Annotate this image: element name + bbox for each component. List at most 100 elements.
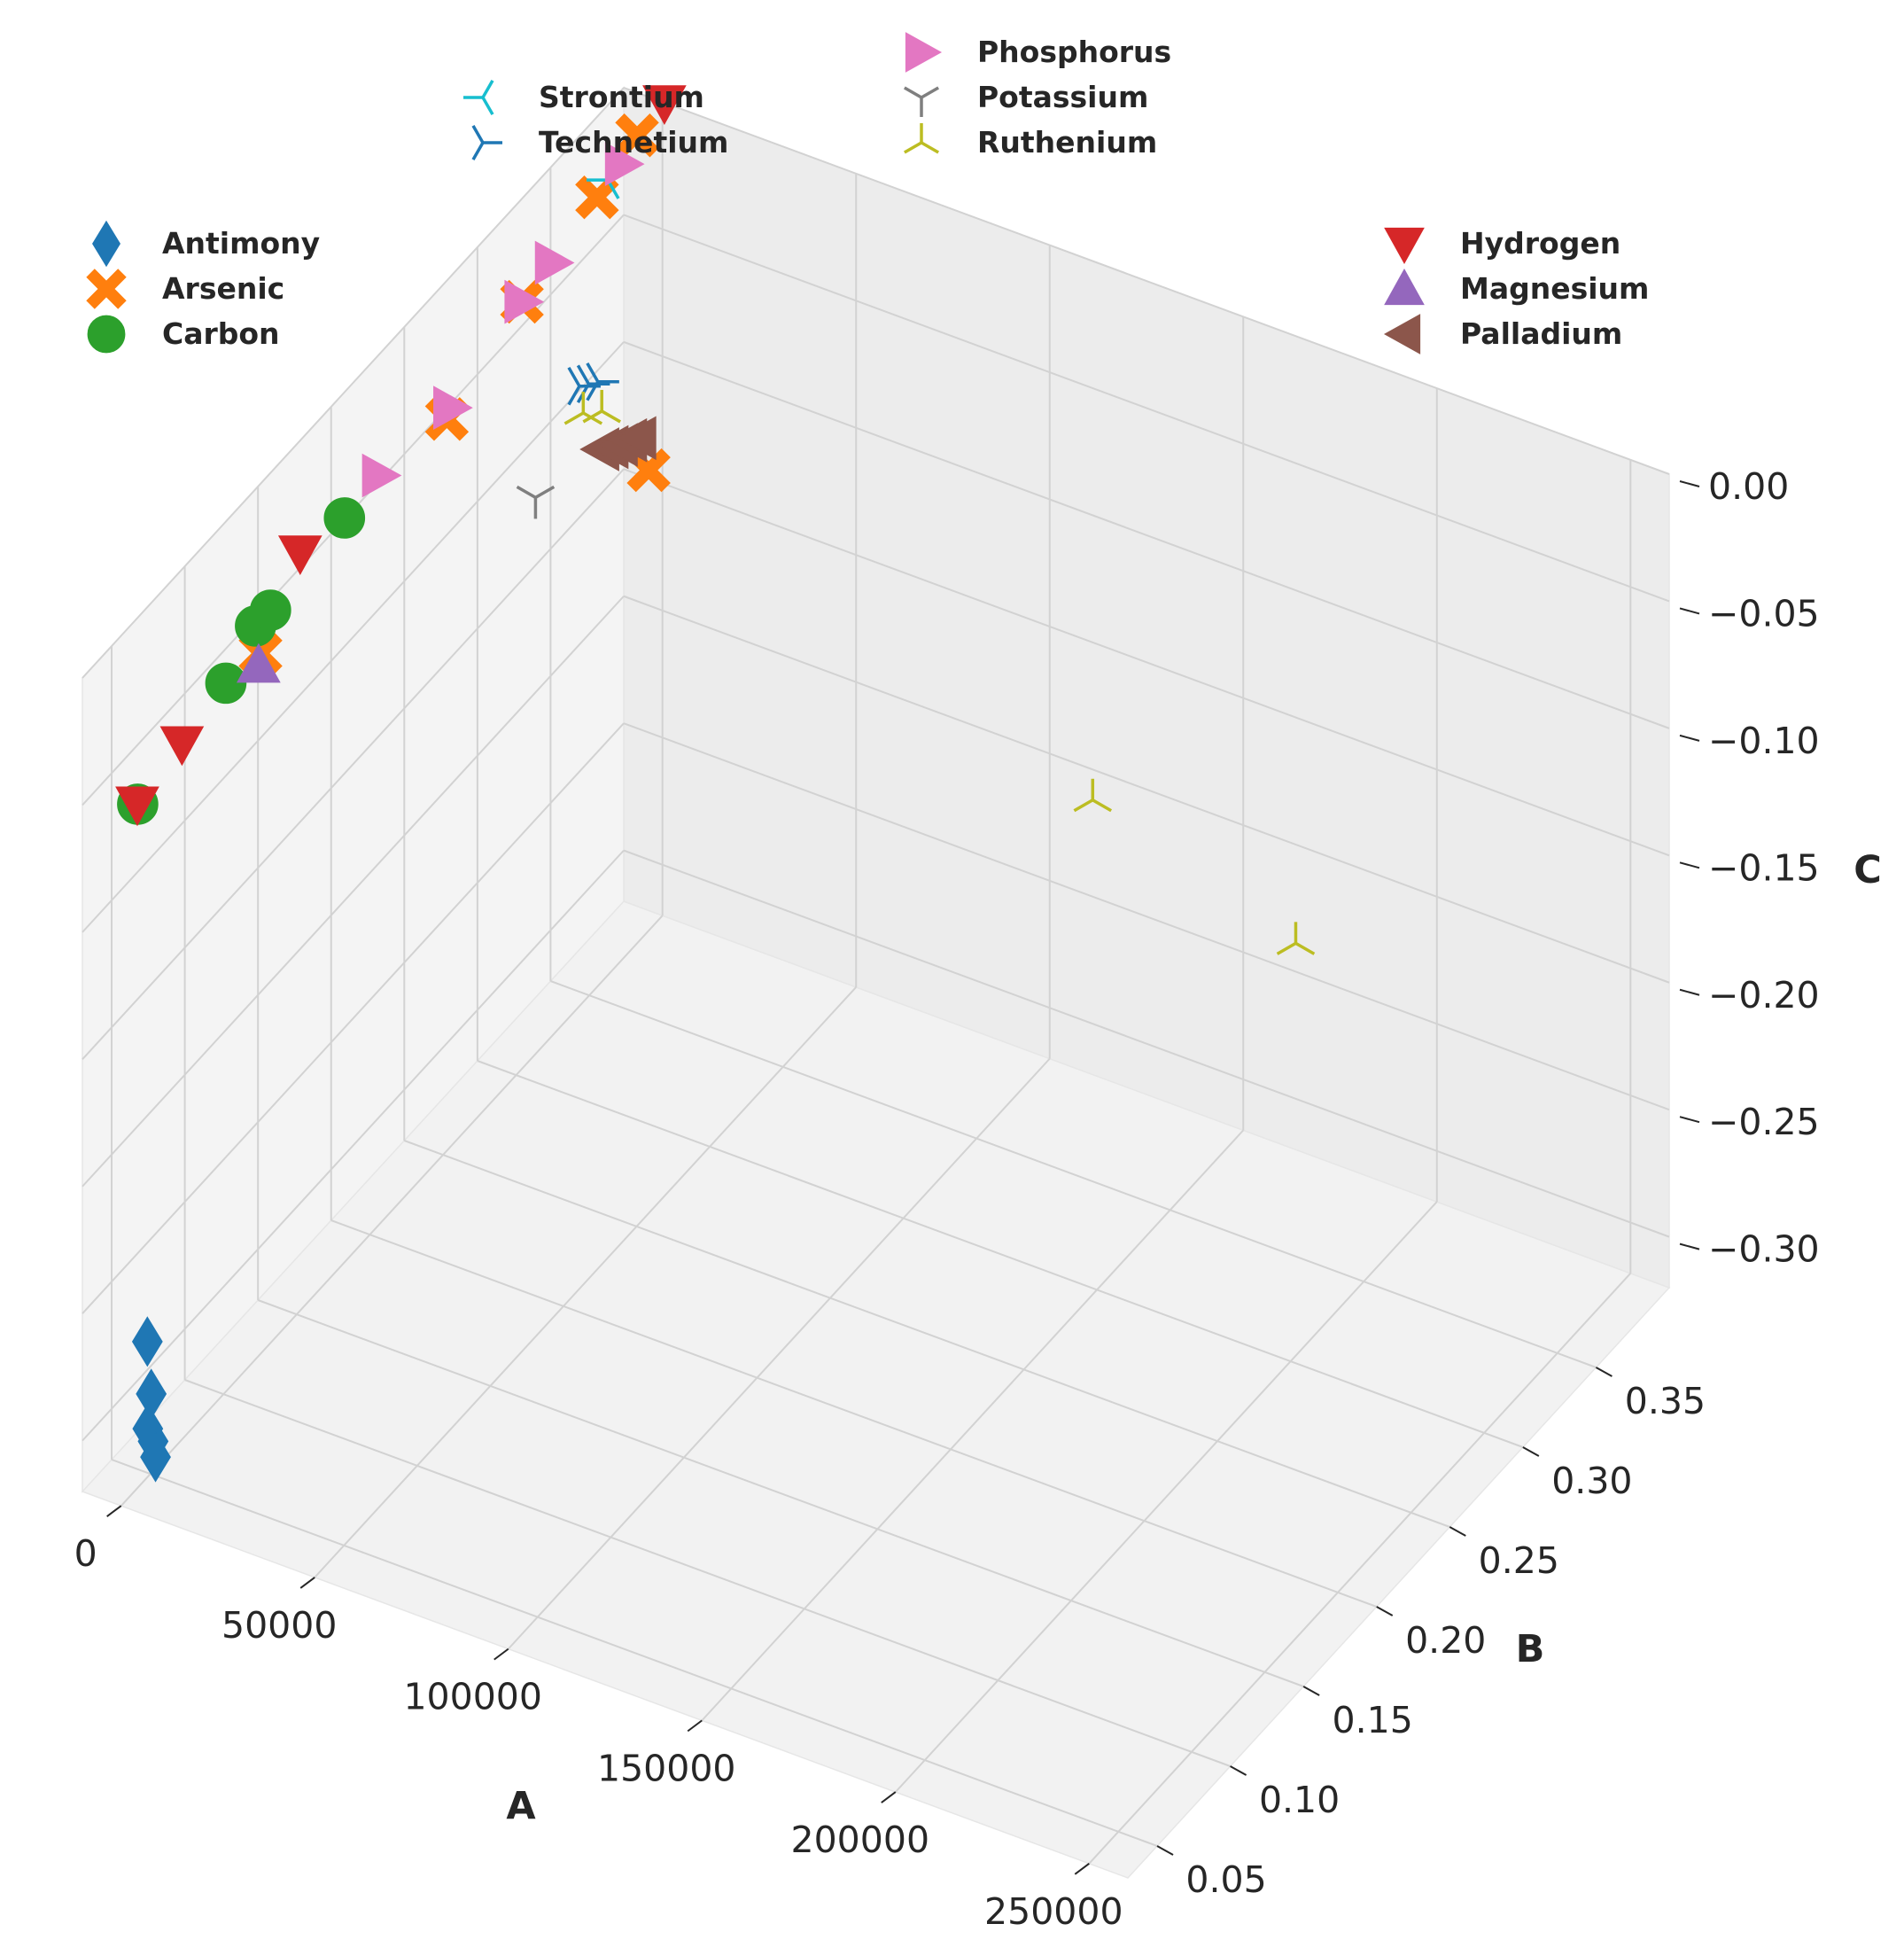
z-tick-label: −0.25	[1708, 1101, 1820, 1143]
data-point-potassium	[516, 485, 556, 519]
data-point-hydrogen	[277, 535, 323, 576]
data-point-phosphorus	[433, 386, 473, 430]
y-tick-label: 0.10	[1259, 1779, 1340, 1821]
data-point-technetium	[586, 362, 619, 401]
data-point-ruthenium	[1073, 778, 1113, 813]
y-tick-label: 0.20	[1405, 1619, 1486, 1662]
y-tick-mark	[1302, 1686, 1320, 1696]
grid-line	[257, 1299, 1304, 1687]
grid-line	[82, 596, 625, 1188]
legend-marker-palladium	[1383, 314, 1421, 354]
grid-line	[82, 722, 625, 1314]
grid-line	[403, 1140, 1450, 1528]
legend-marker-hydrogen	[1384, 227, 1425, 265]
grid-line	[508, 1057, 1051, 1650]
z-axis-label: C	[1853, 848, 1882, 892]
y-tick-label: 0.35	[1625, 1380, 1706, 1422]
data-point-hydrogen	[642, 85, 687, 125]
data-points	[115, 85, 1316, 1483]
data-point-ruthenium	[1276, 922, 1316, 955]
legend-label-hydrogen: Hydrogen	[1460, 226, 1620, 261]
data-point-hydrogen	[159, 726, 205, 767]
series-antimony	[131, 1316, 171, 1483]
series-palladium	[579, 416, 657, 471]
grid-line	[623, 468, 1670, 857]
grid-line	[82, 341, 625, 933]
y-tick-mark	[1156, 1845, 1174, 1856]
x-tick-label: 150000	[597, 1747, 736, 1789]
x-tick-mark	[687, 1719, 703, 1733]
grid-line	[550, 980, 1597, 1368]
z-tick-label: −0.30	[1708, 1228, 1820, 1271]
z-tick-mark	[1679, 1242, 1700, 1250]
z-tick-mark	[1679, 1116, 1700, 1124]
z-tick-label: −0.05	[1708, 592, 1820, 635]
data-point-arsenic	[626, 448, 671, 493]
legend-label-technetium: Technetium	[539, 125, 728, 160]
data-point-phosphorus	[534, 240, 575, 285]
legend-label-ruthenium: Ruthenium	[977, 125, 1157, 160]
z-tick-label: −0.10	[1708, 720, 1820, 762]
data-point-magnesium	[237, 643, 281, 683]
legend-label-antimony: Antimony	[162, 226, 320, 261]
x-axis-label: A	[506, 1784, 536, 1828]
legend-marker-potassium	[903, 86, 940, 117]
grid-lines	[82, 87, 1670, 1865]
legends: Antimony Arsenic Carbon Strontium Technetium…	[86, 32, 1649, 354]
data-point-phosphorus	[361, 453, 402, 498]
legend-label-strontium: Strontium	[539, 80, 704, 114]
y-tick-mark	[1449, 1526, 1466, 1537]
series-hydrogen	[115, 85, 687, 827]
x-tick-label: 0	[74, 1532, 97, 1575]
y-tick-mark	[1376, 1606, 1394, 1616]
z-tick-mark	[1679, 988, 1700, 996]
series-potassium	[516, 485, 556, 519]
legend-label-palladium: Palladium	[1460, 316, 1622, 351]
legend-marker-antimony	[92, 220, 120, 268]
series-magnesium	[237, 643, 281, 683]
legend-marker-technetium	[471, 124, 502, 161]
grid-line	[120, 915, 664, 1507]
legend-label-arsenic: Arsenic	[162, 271, 284, 306]
z-tick-label: 0.00	[1708, 465, 1789, 508]
series-ruthenium	[563, 389, 1316, 955]
legend-marker-arsenic	[86, 269, 127, 309]
grid-line	[314, 986, 857, 1578]
grid-line	[82, 468, 625, 1060]
x-tick-mark	[106, 1505, 122, 1517]
legend-marker-magnesium	[1384, 268, 1425, 306]
z-tick-mark	[1679, 480, 1700, 487]
grid-line	[82, 849, 625, 1442]
legend-upper-left: Antimony Arsenic Carbon	[86, 220, 320, 354]
data-point-hydrogen	[115, 786, 159, 827]
data-point-palladium	[616, 416, 657, 461]
legend-upper-right: Hydrogen Magnesium Palladium	[1383, 226, 1649, 354]
data-point-antimony	[131, 1316, 163, 1367]
legend-marker-phosphorus	[905, 32, 943, 73]
data-point-antimony	[140, 1431, 171, 1483]
y-tick-label: 0.15	[1333, 1699, 1413, 1741]
legend-label-potassium: Potassium	[977, 80, 1148, 114]
z-tick-mark	[1679, 607, 1700, 615]
grid-line	[623, 849, 1670, 1238]
data-point-ruthenium	[563, 391, 603, 425]
axes-panes	[81, 86, 1671, 1879]
y-tick-mark	[1522, 1446, 1540, 1457]
x-tick-label: 250000	[984, 1890, 1123, 1933]
z-tick-label: −0.20	[1708, 974, 1820, 1016]
data-point-phosphorus	[604, 142, 645, 186]
data-point-carbon	[250, 589, 291, 631]
y-tick-mark	[1230, 1765, 1247, 1776]
grid-line	[623, 340, 1670, 729]
z-tick-mark	[1679, 734, 1700, 742]
z-tick-label: −0.15	[1708, 846, 1820, 889]
z-tick-mark	[1679, 861, 1700, 869]
x-tick-mark	[299, 1577, 315, 1589]
y-tick-mark	[1595, 1367, 1613, 1377]
legend-label-carbon: Carbon	[162, 316, 280, 351]
grid-line	[82, 87, 625, 679]
grid-line	[701, 1129, 1244, 1722]
grid-line	[623, 722, 1670, 1111]
legend-marker-ruthenium	[903, 123, 940, 154]
